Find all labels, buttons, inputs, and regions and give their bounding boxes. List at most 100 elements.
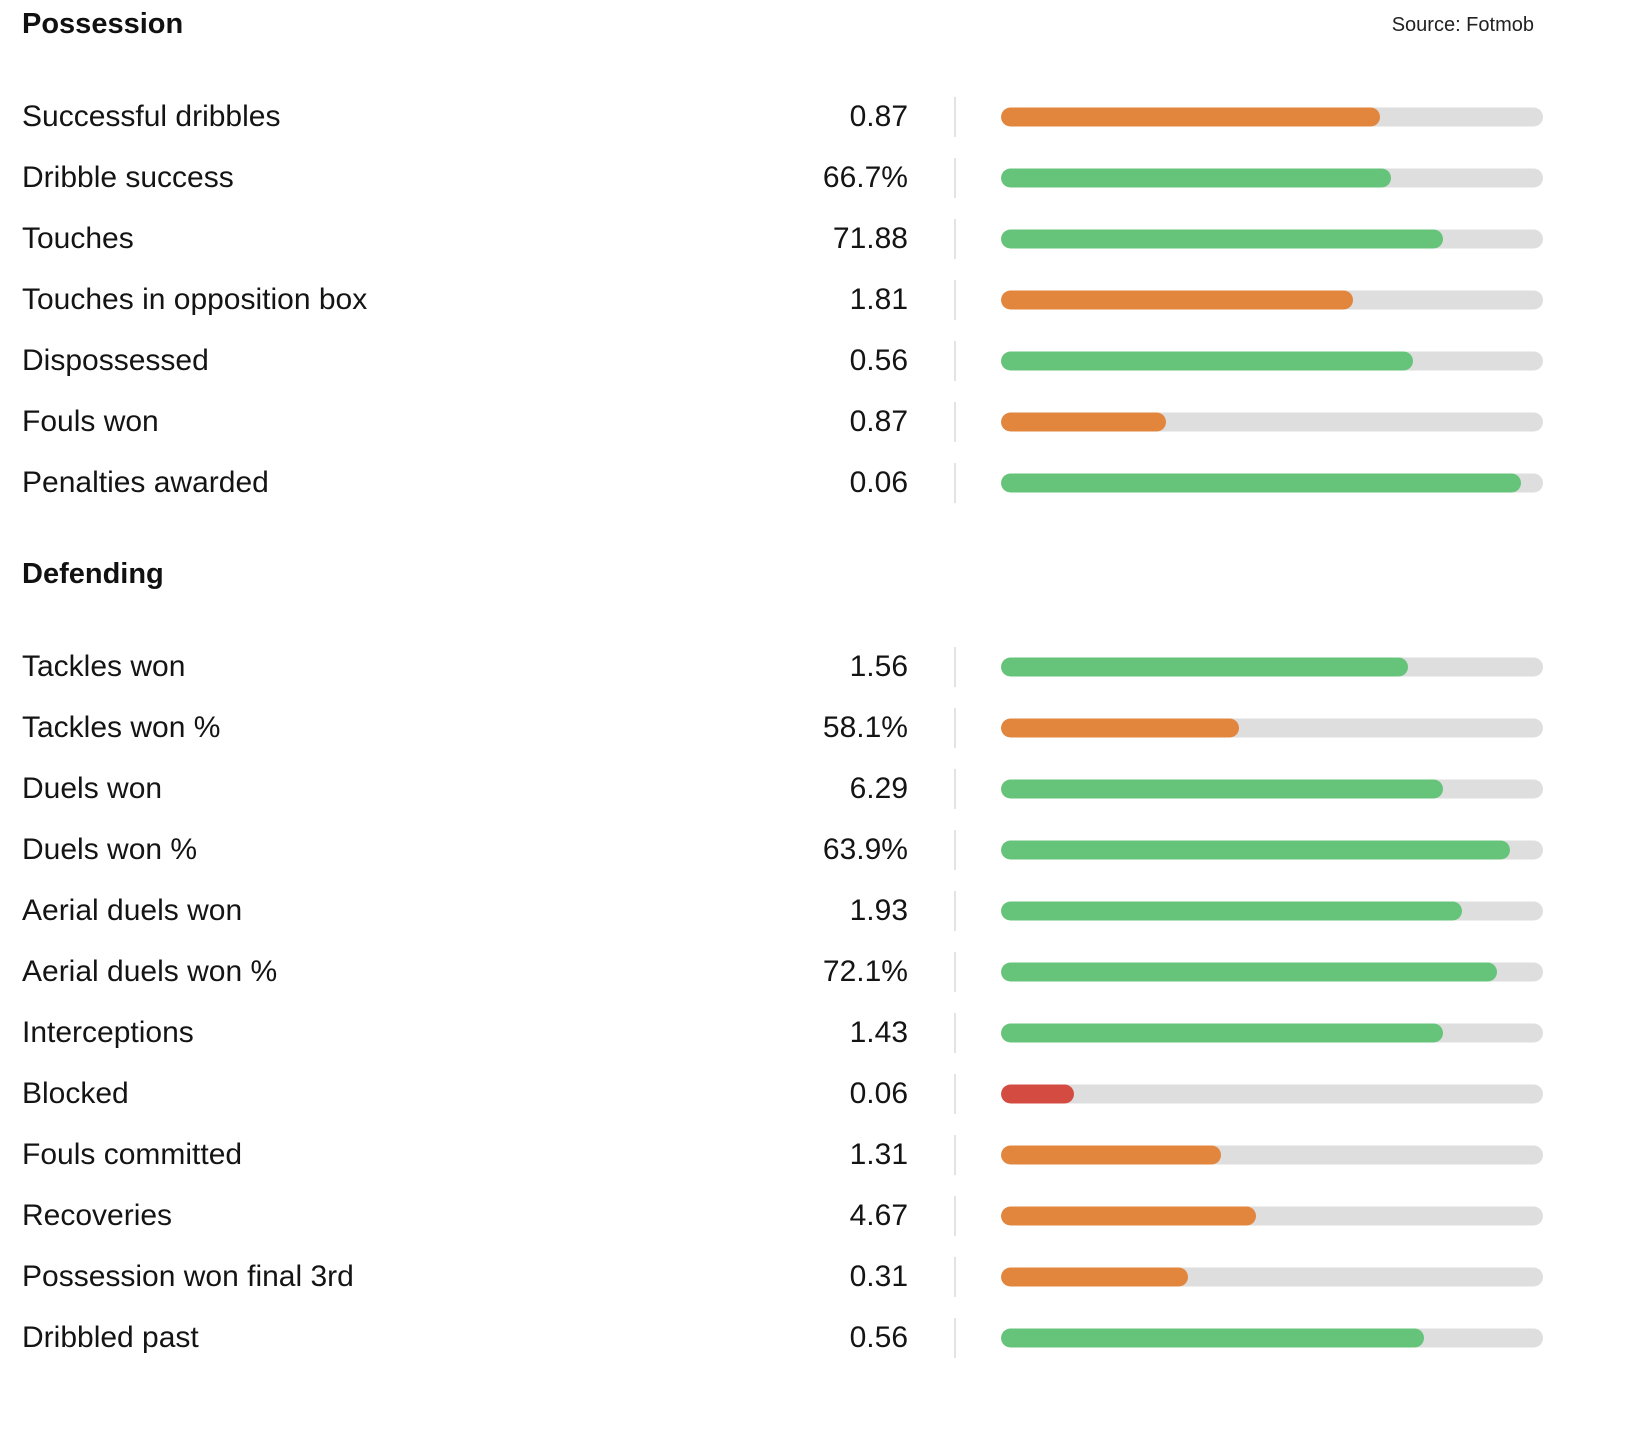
row-divider <box>954 1257 956 1297</box>
percentile-bar-track <box>1001 1084 1543 1104</box>
percentile-bar-fill <box>1001 412 1167 432</box>
percentile-bar-track <box>1001 1267 1543 1287</box>
percentile-bar-track <box>1001 840 1543 860</box>
row-divider <box>954 280 956 320</box>
percentile-bar-fill <box>1001 1328 1424 1348</box>
stat-value: 1.93 <box>849 894 908 927</box>
percentile-bar-fill <box>1001 290 1354 310</box>
stat-row: Recoveries 4.67 <box>0 1186 1644 1247</box>
stat-row: Blocked 0.06 <box>0 1064 1644 1125</box>
stat-label: Aerial duels won <box>22 894 243 927</box>
source-label: Source: Fotmob <box>1391 14 1534 36</box>
percentile-bar-fill <box>1001 229 1443 249</box>
stat-value: 1.56 <box>849 650 908 683</box>
percentile-bar-fill <box>1001 657 1408 677</box>
row-divider <box>954 1196 956 1236</box>
stat-label: Aerial duels won % <box>22 955 278 988</box>
stat-value: 0.06 <box>849 1077 908 1110</box>
stat-row: Touches in opposition box 1.81 <box>0 270 1644 331</box>
stat-row: Tackles won % 58.1% <box>0 698 1644 759</box>
percentile-bar-fill <box>1001 168 1392 188</box>
stat-value: 58.1% <box>822 711 908 744</box>
stat-row: Successful dribbles 0.87 <box>0 87 1644 148</box>
percentile-bar-track <box>1001 657 1543 677</box>
stat-row: Fouls won 0.87 <box>0 392 1644 453</box>
percentile-bar-track <box>1001 901 1543 921</box>
row-divider <box>954 952 956 992</box>
row-divider <box>954 1135 956 1175</box>
stat-label: Dispossessed <box>22 344 209 377</box>
row-divider <box>954 891 956 931</box>
percentile-bar-track <box>1001 168 1543 188</box>
stat-label: Tackles won % <box>22 711 221 744</box>
percentile-bar-track <box>1001 718 1543 738</box>
stat-row: Fouls committed 1.31 <box>0 1125 1644 1186</box>
row-divider <box>954 830 956 870</box>
stat-label: Fouls committed <box>22 1138 243 1171</box>
row-divider <box>954 158 956 198</box>
percentile-bar-track <box>1001 1328 1543 1348</box>
stat-label: Interceptions <box>22 1016 194 1049</box>
stat-label: Duels won <box>22 772 163 805</box>
percentile-bar-fill <box>1001 1023 1443 1043</box>
stat-value: 0.06 <box>849 466 908 499</box>
stat-value: 1.31 <box>849 1138 908 1171</box>
percentile-bar-fill <box>1001 107 1381 127</box>
percentile-bar-track <box>1001 107 1543 127</box>
stat-row: Aerial duels won 1.93 <box>0 881 1644 942</box>
stat-label: Dribbled past <box>22 1321 199 1354</box>
stat-label: Blocked <box>22 1077 129 1110</box>
stat-row: Tackles won 1.56 <box>0 637 1644 698</box>
percentile-bar-track <box>1001 962 1543 982</box>
row-divider <box>954 1074 956 1114</box>
percentile-bar-track <box>1001 473 1543 493</box>
row-divider <box>954 769 956 809</box>
stat-label: Duels won % <box>22 833 198 866</box>
stat-label: Tackles won <box>22 650 186 683</box>
section-title-defending: Defending <box>22 558 164 590</box>
stat-label: Touches <box>22 222 134 255</box>
stat-label: Successful dribbles <box>22 100 281 133</box>
percentile-bar-track <box>1001 229 1543 249</box>
stat-row: Duels won 6.29 <box>0 759 1644 820</box>
percentile-bar-fill <box>1001 1145 1221 1165</box>
stat-value: 0.56 <box>849 1321 908 1354</box>
stat-value: 0.87 <box>849 405 908 438</box>
stat-value: 4.67 <box>849 1199 908 1232</box>
stat-value: 72.1% <box>822 955 908 988</box>
percentile-bar-track <box>1001 1145 1543 1165</box>
percentile-bar-fill <box>1001 718 1240 738</box>
row-divider <box>954 463 956 503</box>
percentile-bar-track <box>1001 290 1543 310</box>
row-divider <box>954 708 956 748</box>
stat-label: Fouls won <box>22 405 159 438</box>
percentile-bar-fill <box>1001 901 1462 921</box>
percentile-bar-track <box>1001 351 1543 371</box>
stat-value: 0.56 <box>849 344 908 377</box>
row-divider <box>954 647 956 687</box>
stat-value: 63.9% <box>822 833 908 866</box>
row-divider <box>954 97 956 137</box>
stat-value: 0.87 <box>849 100 908 133</box>
stat-row: Possession won final 3rd 0.31 <box>0 1247 1644 1308</box>
stat-value: 6.29 <box>849 772 908 805</box>
stat-value: 0.31 <box>849 1260 908 1293</box>
percentile-bar-fill <box>1001 1267 1188 1287</box>
stat-row: Duels won % 63.9% <box>0 820 1644 881</box>
stat-value: 1.43 <box>849 1016 908 1049</box>
stat-row: Penalties awarded 0.06 <box>0 453 1644 514</box>
stat-value: 71.88 <box>832 222 908 255</box>
stat-label: Possession won final 3rd <box>22 1260 354 1293</box>
percentile-bar-fill <box>1001 1206 1256 1226</box>
stat-row: Dribble success 66.7% <box>0 148 1644 209</box>
stat-label: Dribble success <box>22 161 234 194</box>
stat-row: Aerial duels won % 72.1% <box>0 942 1644 1003</box>
stat-label: Touches in opposition box <box>22 283 368 316</box>
row-divider <box>954 402 956 442</box>
row-divider <box>954 1318 956 1358</box>
percentile-bar-track <box>1001 1023 1543 1043</box>
row-divider <box>954 1013 956 1053</box>
stat-label: Recoveries <box>22 1199 173 1232</box>
row-divider <box>954 341 956 381</box>
row-divider <box>954 219 956 259</box>
